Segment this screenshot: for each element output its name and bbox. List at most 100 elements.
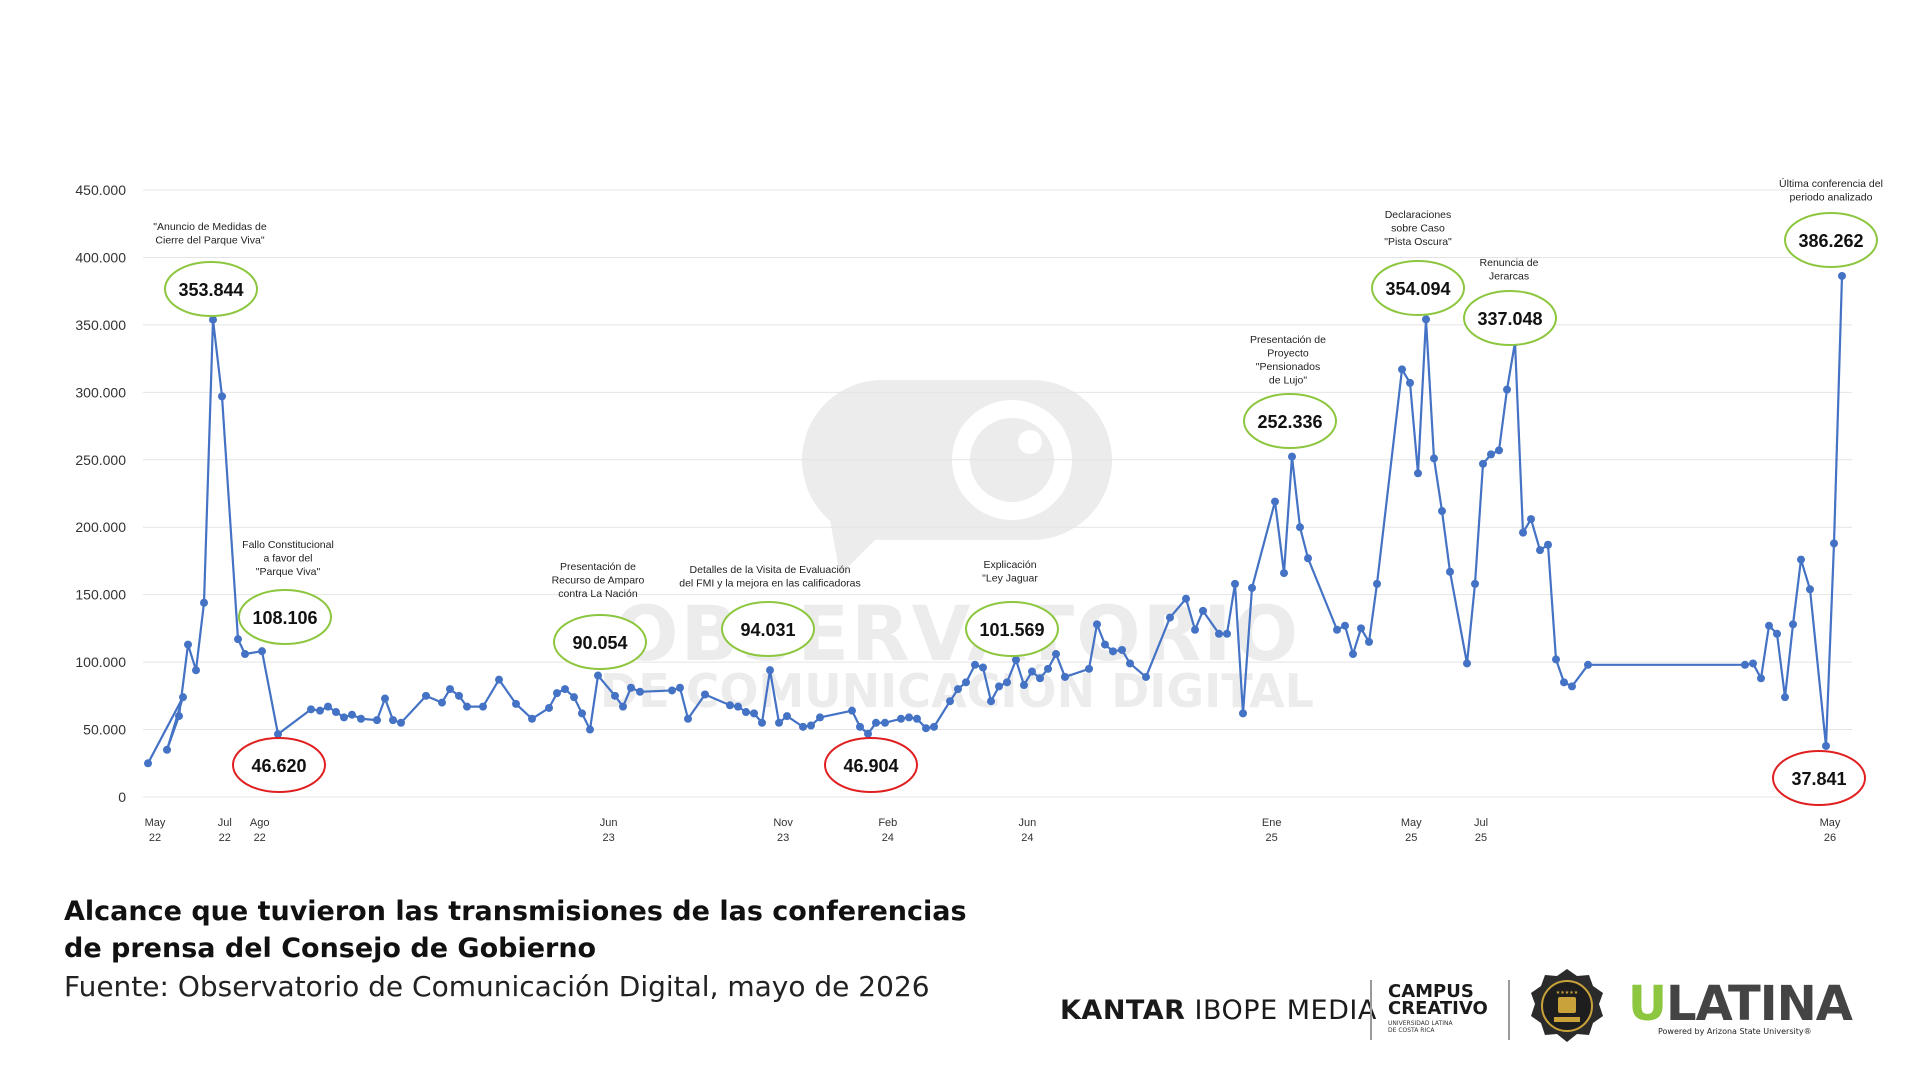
data-point — [1487, 450, 1495, 459]
data-point — [987, 697, 995, 706]
data-point — [1012, 655, 1020, 664]
data-point — [1822, 741, 1830, 750]
data-point — [1414, 469, 1422, 478]
data-point — [1741, 660, 1749, 669]
data-point — [627, 683, 635, 692]
caption: Alcance que tuvieron las transmisiones d… — [64, 893, 1064, 1007]
data-point — [586, 725, 594, 734]
annotation-note: Renuncia de Jerarcas — [1480, 257, 1539, 283]
data-point — [578, 709, 586, 718]
data-point — [144, 759, 152, 768]
data-point — [856, 722, 864, 731]
annotation-value: 353.844 — [178, 280, 243, 300]
watermark-eye-highlight — [1018, 430, 1042, 454]
annotations: 353.844 "Anuncio de Medidas de Cierre del … — [153, 177, 1883, 806]
annotation-note: "Anuncio de Medidas de Cierre del Parque … — [153, 221, 267, 247]
data-point — [1044, 664, 1052, 673]
x-tick-month: Nov — [773, 817, 793, 829]
data-point — [1288, 452, 1296, 461]
data-point — [324, 702, 332, 711]
data-point — [545, 703, 553, 712]
data-point — [340, 713, 348, 722]
annotation-note: Fallo Constitucional a favor del "Parque V… — [242, 539, 334, 578]
data-point — [553, 689, 561, 698]
annotation-note: Detalles de la Visita de Evaluación del F… — [679, 564, 861, 590]
data-point — [348, 710, 356, 719]
data-point — [864, 729, 872, 738]
y-tick-label: 400.000 — [75, 249, 126, 265]
data-point — [307, 705, 315, 714]
data-point — [922, 724, 930, 733]
data-point — [766, 666, 774, 675]
data-point — [218, 392, 226, 401]
annotation-ring — [965, 601, 1059, 657]
data-point — [1479, 459, 1487, 468]
campus-line2: CREATIVO — [1388, 998, 1488, 1019]
data-point — [1789, 620, 1797, 629]
data-point — [241, 650, 249, 659]
annotation-ring — [238, 589, 332, 645]
annotation-note-line: "Anuncio de Medidas de — [153, 221, 267, 233]
data-point — [1373, 579, 1381, 588]
annotation-value: 108.106 — [252, 608, 317, 628]
annotation-note-line: Presentación de — [560, 561, 636, 573]
data-point — [1568, 682, 1576, 691]
y-tick-label: 100.000 — [75, 654, 126, 670]
data-point — [1806, 585, 1814, 594]
annotation-note-line: "Parque Viva" — [256, 566, 321, 578]
data-point — [1093, 620, 1101, 629]
annotation-value: 337.048 — [1477, 309, 1542, 329]
kantar-logo-bold: KANTAR — [1060, 995, 1186, 1026]
annotation-ring — [232, 737, 326, 793]
data-point — [175, 712, 183, 721]
data-point — [389, 716, 397, 725]
data-point — [954, 685, 962, 694]
data-point — [619, 702, 627, 711]
data-point — [1028, 667, 1036, 676]
data-point — [1527, 515, 1535, 524]
annotation-note-line: a favor del — [263, 553, 312, 565]
annotation-ring — [1243, 393, 1337, 449]
svg-text:★★★★★: ★★★★★ — [1556, 990, 1579, 996]
data-point — [1773, 629, 1781, 638]
caption-title: Alcance que tuvieron las transmisiones d… — [64, 896, 967, 964]
annotation-note: Explicación "Ley Jaguar — [982, 559, 1038, 585]
data-point — [422, 691, 430, 700]
x-tick-month: Ene — [1262, 817, 1282, 829]
data-point — [1239, 709, 1247, 718]
data-point — [512, 699, 520, 708]
y-tick-label: 0 — [118, 789, 126, 805]
x-tick-year: 24 — [1021, 832, 1033, 844]
annotation-note-line: Proyecto — [1267, 348, 1309, 360]
data-point — [668, 686, 676, 695]
data-point — [1349, 650, 1357, 659]
annotation-note-line: Fallo Constitucional — [242, 539, 334, 551]
logo-divider — [1370, 980, 1372, 1040]
data-point — [528, 714, 536, 723]
data-point — [636, 687, 644, 696]
data-point — [905, 713, 913, 722]
data-point — [455, 691, 463, 700]
data-point — [799, 722, 807, 731]
data-point — [1215, 629, 1223, 638]
data-point — [872, 718, 880, 727]
y-axis: 450.000 400.000 350.000 300.000 250.000 200.0… — [75, 182, 126, 805]
data-point — [848, 706, 856, 715]
data-point — [1781, 693, 1789, 702]
ulatina-sub: Powered by Arizona State University® — [1658, 1027, 1812, 1036]
y-tick-label: 250.000 — [75, 452, 126, 468]
sponsor-logos: KANTAR IBOPE MEDIA CAMPUS CREATIVO UNIVE… — [1050, 965, 1880, 1055]
x-tick-month: Jul — [218, 817, 232, 829]
x-tick-year: 26 — [1824, 832, 1836, 844]
annotation-note-line: "Pensionados — [1256, 361, 1320, 373]
data-point — [1838, 271, 1846, 280]
data-point — [1544, 540, 1552, 549]
data-point — [373, 716, 381, 725]
annotation-value: 354.094 — [1385, 279, 1450, 299]
data-point — [734, 702, 742, 711]
annotation-note-line: sobre Caso — [1391, 223, 1445, 235]
data-point — [1463, 659, 1471, 668]
annotation-note-line: Explicación — [983, 559, 1036, 571]
annotation-ring — [824, 737, 918, 793]
x-tick-month: May — [1401, 817, 1422, 829]
